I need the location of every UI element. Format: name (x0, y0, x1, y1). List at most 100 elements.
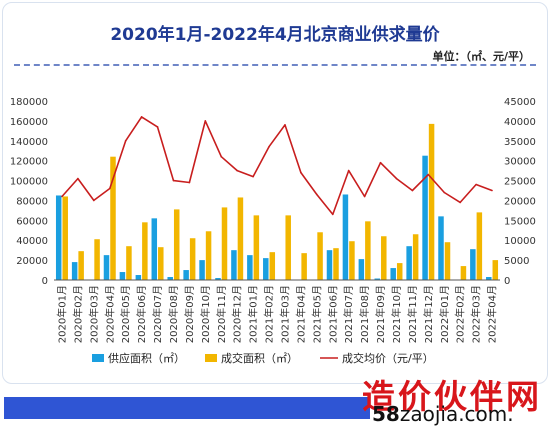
deal-bar (460, 266, 467, 280)
right-tick-label: 20000 (504, 196, 536, 207)
deal-bar (396, 263, 403, 280)
deal-bar (333, 248, 339, 280)
x-tick-label: 2020年09月 (183, 285, 196, 343)
left-tick-label: 60000 (16, 216, 48, 227)
brand-website-rest: zaojia.com. (399, 402, 514, 426)
brand-blue-bar (4, 397, 370, 419)
price-point (331, 213, 334, 216)
price-point (379, 161, 382, 164)
unit-label: 单位：（㎡、元/平） (432, 50, 530, 63)
right-tick-label: 15000 (504, 216, 536, 227)
price-point (61, 195, 63, 198)
deal-bar (237, 197, 244, 280)
left-tick-label: 40000 (16, 236, 48, 247)
right-tick-label: 35000 (504, 137, 536, 148)
price-point (427, 173, 430, 176)
price-point (300, 171, 302, 174)
price-point (411, 189, 414, 192)
legend-swatch-deal (205, 354, 217, 362)
x-tick-label: 2022年01月 (438, 285, 451, 343)
x-tick-label: 2021年09月 (374, 285, 387, 343)
x-tick-label: 2020年11月 (215, 285, 228, 343)
supply-bar (231, 250, 237, 280)
price-point (475, 183, 477, 186)
line-series (61, 116, 493, 216)
right-tick-label: 40000 (504, 117, 536, 128)
chart-plot: 0200004000060000800001000001200001400001… (10, 97, 536, 365)
price-point (188, 181, 191, 184)
price-point (220, 155, 223, 158)
price-point (268, 145, 270, 148)
supply-bar (151, 218, 158, 280)
supply-bar (326, 250, 333, 280)
brand-name: 造价伙伴网 (362, 377, 542, 416)
deal-bar (381, 236, 387, 280)
x-tick-label: 2021年06月 (326, 285, 339, 343)
deal-bar (285, 215, 291, 280)
x-tick-label: 2021年03月 (278, 285, 291, 343)
deal-bar (428, 123, 435, 280)
price-point (108, 187, 111, 190)
left-tick-label: 20000 (16, 256, 48, 267)
deal-bar (301, 253, 307, 280)
x-tick-label: 2021年11月 (406, 285, 419, 343)
x-tick-label: 2022年02月 (454, 285, 467, 343)
x-tick-label: 2020年12月 (231, 285, 244, 343)
deal-bar (173, 209, 180, 280)
right-tick-label: 30000 (504, 157, 536, 168)
right-tick-label: 10000 (504, 236, 536, 247)
supply-bar (342, 194, 349, 280)
x-tick-label: 2022年04月 (486, 285, 499, 343)
left-tick-label: 100000 (10, 177, 48, 188)
x-tick-label: 2020年05月 (119, 285, 132, 343)
chart-title: 2020年1月-2022年4月北京商业供求量价 (110, 25, 440, 45)
legend-label-deal: 成交面积（㎡） (221, 351, 298, 365)
deal-bar (444, 242, 451, 280)
bar-series (55, 123, 499, 280)
left-tick-label: 140000 (10, 137, 48, 148)
deal-bar (412, 234, 419, 280)
deal-bar (62, 196, 68, 280)
supply-bar (358, 259, 365, 280)
deal-bar (365, 221, 371, 280)
supply-bar (103, 255, 110, 280)
x-tick-label: 2021年07月 (342, 285, 355, 343)
price-point (124, 139, 127, 142)
price-point (395, 177, 398, 180)
x-axis: 2020年01月 2020年02月 2020年03月 2020年04月 2020年05月… (54, 279, 500, 343)
x-tick-label: 2021年01月 (247, 285, 260, 343)
x-tick-label: 2020年07月 (151, 285, 164, 343)
x-tick-label: 2021年04月 (294, 285, 307, 343)
x-tick-label: 2020年06月 (135, 285, 148, 343)
brand-website-prefix: 58 (372, 402, 400, 426)
price-line (61, 116, 493, 216)
price-point (156, 126, 159, 128)
supply-bar (71, 262, 78, 280)
legend-swatch-supply (92, 354, 104, 362)
x-tick-label: 2021年12月 (422, 285, 435, 343)
supply-bar (135, 275, 142, 280)
price-point (443, 191, 446, 194)
supply-bar (438, 216, 444, 280)
supply-bar (55, 195, 62, 280)
supply-bar (263, 258, 269, 280)
right-tick-label: 25000 (504, 177, 536, 188)
deal-bar (349, 241, 355, 280)
left-tick-label: 120000 (10, 157, 48, 168)
price-point (316, 193, 318, 196)
deal-bar (126, 246, 132, 280)
deal-bar (317, 232, 323, 280)
price-point (236, 169, 238, 172)
price-point (459, 201, 461, 204)
deal-bar (253, 215, 260, 280)
supply-bar (199, 260, 205, 280)
supply-bar (167, 277, 173, 280)
right-tick-label: 5000 (504, 256, 529, 267)
price-point (77, 177, 79, 180)
legend-label-supply: 供应面积（㎡） (108, 351, 185, 365)
deal-bar (492, 260, 499, 280)
price-point (93, 199, 95, 202)
x-tick-label: 2021年10月 (390, 285, 403, 343)
left-tick-label: 80000 (16, 196, 48, 207)
x-tick-label: 2020年04月 (103, 285, 116, 343)
